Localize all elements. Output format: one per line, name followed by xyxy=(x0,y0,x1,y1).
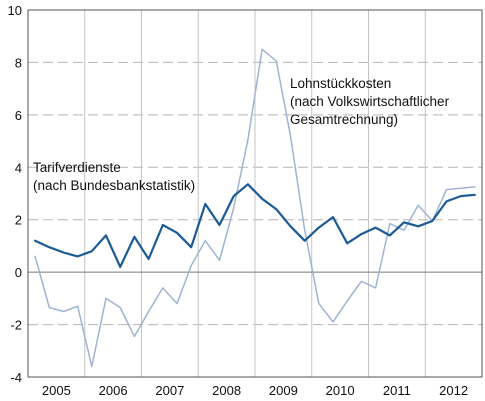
x-tick-label: 2010 xyxy=(326,383,355,398)
x-axis-ticks: 2005 2006 2007 2008 2009 2010 2011 2012 xyxy=(42,383,468,398)
plot-frame xyxy=(27,9,483,378)
x-tick-label: 2006 xyxy=(99,383,128,398)
x-tick-label: 2011 xyxy=(383,383,411,398)
y-tick-label: 4 xyxy=(15,160,22,175)
y-tick-label: 0 xyxy=(15,265,22,280)
y-tick-label: 6 xyxy=(15,108,22,123)
y-tick-label: 10 xyxy=(8,3,22,18)
x-tick-label: 2005 xyxy=(42,383,71,398)
annotation-lohnstueckkosten-line1: Lohnstückkosten xyxy=(290,76,391,91)
x-tick-label: 2007 xyxy=(155,383,184,398)
y-tick-label: -2 xyxy=(10,318,22,333)
y-axis-ticks: 10 8 6 4 2 0 -2 -4 xyxy=(8,3,22,385)
annotation-lohnstueckkosten-line2: (nach Volkswirtschaftlicher xyxy=(290,94,450,109)
annotation-lohnstueckkosten-line3: Gesamtrechnung) xyxy=(290,112,398,127)
series-line-tarifverdienste xyxy=(33,183,476,268)
series-lines xyxy=(33,48,476,368)
annotation-tarifverdienste-line1: Tarifverdienste xyxy=(33,160,121,175)
y-tick-label: 8 xyxy=(15,55,22,70)
y-tick-label: 2 xyxy=(15,213,22,228)
x-tick-label: 2009 xyxy=(269,383,298,398)
y-tick-label: -4 xyxy=(10,370,22,385)
annotation-tarifverdienste-line2: (nach Bundesbankstatistik) xyxy=(33,178,195,193)
x-tick-label: 2008 xyxy=(212,383,241,398)
axes xyxy=(27,9,483,378)
series-line-lohnstueckkosten xyxy=(34,48,476,368)
grid xyxy=(28,10,482,377)
x-tick-label: 2012 xyxy=(439,383,468,398)
